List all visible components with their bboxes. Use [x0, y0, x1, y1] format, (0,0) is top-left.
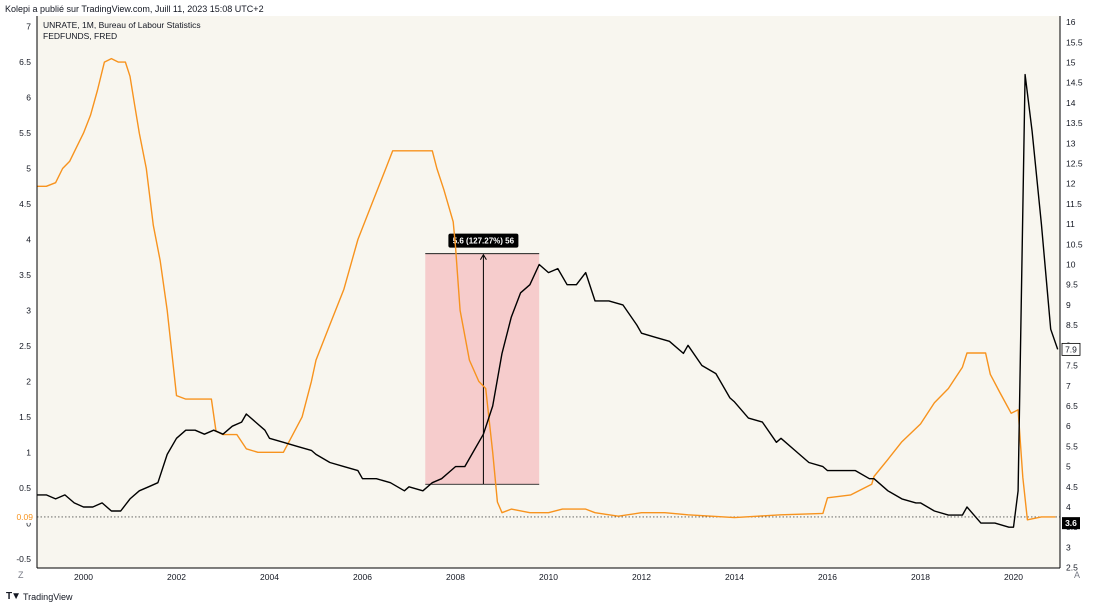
time-axis[interactable]: 2000 2002 2004 2006 2008 2010 2012 2014 2016 2018… [37, 567, 1060, 582]
time-tick-label: 2010 [539, 572, 558, 582]
left-tick-label: 2 [26, 376, 31, 386]
right-tick-label: 7.5 [1066, 361, 1078, 371]
publish-line: Kolepi a publié sur TradingView.com, Jui… [5, 4, 264, 14]
legend-unrate[interactable]: UNRATE, 1M, Bureau of Labour Statistics [43, 20, 201, 30]
time-tick-label: 2008 [446, 572, 465, 582]
time-tick-label: 2002 [167, 572, 186, 582]
left-tick-label: 2.5 [19, 341, 31, 351]
right-tick-label: 6.5 [1066, 401, 1078, 411]
measure-arrowhead-icon [479, 253, 487, 260]
right-current-value-unrate: 7.9 [1065, 344, 1077, 354]
right-tick-label: 5 [1066, 462, 1071, 472]
right-tick-label: 6 [1066, 421, 1071, 431]
left-tick-label: -0.5 [16, 554, 31, 564]
right-tick-label: 12.5 [1066, 158, 1083, 168]
left-tick-label: 0 [26, 518, 31, 528]
time-tick-label: 2020 [1004, 572, 1023, 582]
left-tick-label: 4.5 [19, 199, 31, 209]
right-tick-label: 13 [1066, 138, 1076, 148]
right-tick-label: 15.5 [1066, 37, 1083, 47]
left-tick-label: 5.5 [19, 128, 31, 138]
right-current-value-badge-alt [1062, 517, 1080, 530]
corner-left-label[interactable]: Z [18, 570, 24, 580]
right-tick-label: 9 [1066, 300, 1071, 310]
right-current-value-badge-unrate [1061, 342, 1081, 356]
time-tick-label: 2014 [725, 572, 744, 582]
left-tick-label: 3.5 [19, 270, 31, 280]
right-tick-label: 11 [1066, 219, 1075, 229]
left-tick-label: 1 [26, 447, 31, 457]
tradingview-logo-icon: T▼ [6, 591, 21, 602]
right-tick-label: 2.5 [1066, 563, 1078, 573]
right-current-value-alt: 3.6 [1065, 518, 1077, 528]
measure-label-box [448, 233, 519, 248]
left-tick-label: 3 [26, 305, 31, 315]
left-current-value: 0.09 [16, 512, 33, 522]
left-tick-label: 1.5 [19, 412, 31, 422]
plot-background [37, 16, 1060, 568]
time-tick-label: 2016 [818, 572, 837, 582]
measure-tool[interactable]: 5.6 (127.27%) 56 [425, 233, 540, 485]
left-tick-label: 4 [26, 234, 31, 244]
right-tick-label: 11.5 [1066, 199, 1082, 209]
auto-scale-button[interactable]: A [1074, 570, 1081, 580]
left-tick-label: 0.5 [19, 483, 31, 493]
legend: UNRATE, 1M, Bureau of Labour Statistics … [43, 20, 201, 42]
brand-footer: T▼ TradingView [6, 591, 73, 602]
series-lines [37, 57, 1060, 528]
series-line-fedfunds[interactable] [37, 57, 1056, 521]
right-tick-label: 13.5 [1066, 118, 1083, 128]
right-tick-label: 4 [1066, 502, 1071, 512]
right-tick-label: 4.5 [1066, 482, 1078, 492]
left-tick-label: 7 [26, 22, 31, 32]
time-tick-label: 2004 [260, 572, 279, 582]
legend-fedfunds[interactable]: FEDFUNDS, FRED [43, 31, 118, 41]
left-price-axis[interactable]: -0.5 0 0.5 1 1.5 2 2.5 3 3.5 4 4.5 5 5.5 6 6.5 7 0.09 [12, 16, 38, 568]
right-tick-label: 10.5 [1066, 239, 1083, 249]
right-tick-label: 16 [1066, 17, 1076, 27]
brand-name: TradingView [23, 591, 73, 602]
measure-label: 5.6 (127.27%) 56 [453, 237, 515, 246]
symbol-search-box[interactable] [7, 18, 31, 32]
measure-range-box[interactable] [425, 253, 540, 485]
time-tick-label: 2018 [911, 572, 930, 582]
left-current-value-badge [12, 510, 36, 523]
time-tick-label: 2006 [353, 572, 372, 582]
right-tick-label: 8.5 [1066, 320, 1078, 330]
left-tick-label: 6.5 [19, 57, 31, 67]
time-tick-label: 2000 [74, 572, 93, 582]
right-price-axis[interactable]: 2.533.544.555.566.577.588.599.51010.5111… [1059, 16, 1083, 573]
right-tick-label: 15 [1066, 57, 1076, 67]
right-tick-label: 10 [1066, 260, 1076, 270]
right-tick-label: 7 [1066, 381, 1071, 391]
left-tick-label: 5 [26, 164, 31, 174]
right-tick-label: 14.5 [1066, 78, 1083, 88]
left-tick-label: 6 [26, 93, 31, 103]
right-tick-label: 9.5 [1066, 280, 1078, 290]
time-tick-label: 2012 [632, 572, 651, 582]
series-line-unrate[interactable] [37, 73, 1059, 528]
right-tick-label: 5.5 [1066, 441, 1078, 451]
right-tick-label: 14 [1066, 98, 1076, 108]
right-tick-label: 3 [1066, 542, 1071, 552]
right-tick-label: 12 [1066, 179, 1076, 189]
